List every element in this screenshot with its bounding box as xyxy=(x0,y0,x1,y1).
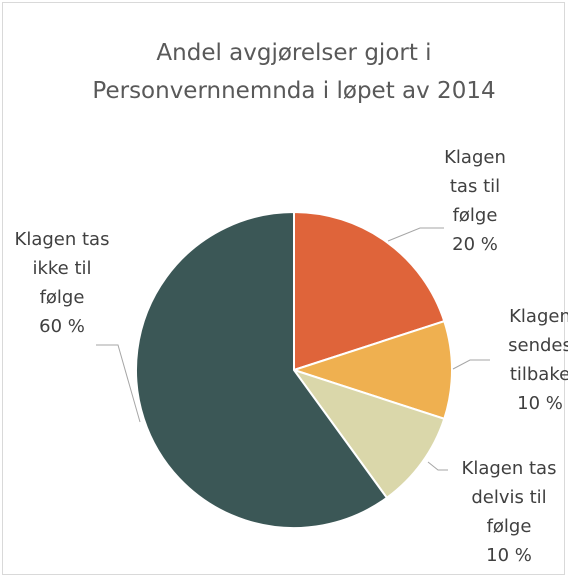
data-label: Klagen sendes tilbake 10 % xyxy=(492,302,568,418)
value-label: 10 % xyxy=(486,545,532,566)
value-label: 20 % xyxy=(452,234,498,255)
data-label: Klagen tas ikke til følge 60 % xyxy=(12,225,112,341)
leader-line xyxy=(387,227,444,242)
leader-line xyxy=(452,359,490,370)
pie-slice xyxy=(135,210,389,529)
value-label: 10 % xyxy=(517,393,563,414)
category-label: Klagen tas til følge xyxy=(444,147,506,226)
category-label: Klagen tas ikke til følge xyxy=(14,229,110,308)
pie-slice xyxy=(291,368,446,500)
value-label: 60 % xyxy=(39,316,85,337)
leader-line xyxy=(427,461,448,471)
pie-slice xyxy=(290,319,453,421)
data-label: Klagen tas delvis til følge 10 % xyxy=(450,454,568,570)
category-label: Klagen tas delvis til følge xyxy=(461,458,557,537)
chart-title: Andel avgjørelser gjort i Personvernnemn… xyxy=(92,40,496,104)
data-label: Klagen tas til følge 20 % xyxy=(430,143,520,259)
pie-slice xyxy=(293,210,446,372)
category-label: Klagen sendes tilbake xyxy=(508,306,568,385)
leader-line xyxy=(96,344,141,423)
